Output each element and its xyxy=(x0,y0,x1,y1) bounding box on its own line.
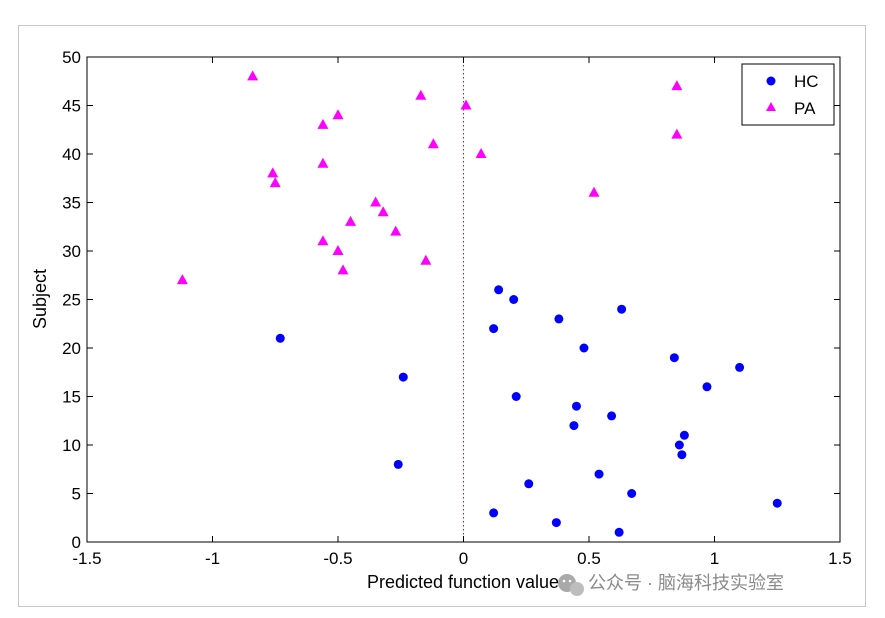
data-point-hc xyxy=(489,324,499,334)
legend-hc-marker xyxy=(766,76,776,86)
x-tick-label: -1 xyxy=(205,549,220,568)
data-point-pa xyxy=(337,264,349,275)
data-point-pa xyxy=(588,186,600,197)
y-tick-label: 50 xyxy=(62,48,81,67)
data-point-hc xyxy=(509,295,519,304)
x-tick-label: 0 xyxy=(459,549,468,568)
y-tick-label: 45 xyxy=(62,97,81,116)
y-axis-label: Subject xyxy=(30,269,50,329)
data-point-pa xyxy=(317,157,329,168)
data-point-hc xyxy=(489,508,499,518)
legend-pa-label: PA xyxy=(794,99,816,118)
data-point-hc xyxy=(735,362,745,372)
data-point-pa xyxy=(377,206,389,217)
data-point-pa xyxy=(427,138,439,149)
y-tick-label: 15 xyxy=(62,388,81,407)
y-tick-label: 30 xyxy=(62,242,81,261)
data-point-hc xyxy=(674,440,684,450)
x-tick-label: 1 xyxy=(710,549,719,568)
data-point-pa xyxy=(317,235,329,246)
data-point-hc xyxy=(614,527,624,537)
data-point-hc xyxy=(511,392,521,401)
x-tick-label: -1.5 xyxy=(72,549,101,568)
y-tick-label: 20 xyxy=(62,339,81,358)
y-tick-label: 35 xyxy=(62,194,81,213)
axis-ticks: -1.5 -1 -0.5 0 0.5 1 1.5 0 5 10 15 20 25 30 35 40 45 50 xyxy=(62,48,852,568)
y-tick-label: 0 xyxy=(72,533,81,552)
data-point-hc xyxy=(524,479,534,489)
data-point-pa xyxy=(671,128,683,139)
data-point-hc xyxy=(494,285,504,295)
legend: HC PA xyxy=(741,63,835,126)
x-tick-label: -0.5 xyxy=(323,549,352,568)
x-tick-label: 1.5 xyxy=(828,549,852,568)
data-point-pa xyxy=(420,254,432,265)
data-point-pa xyxy=(460,99,472,110)
data-point-hc xyxy=(275,333,285,343)
data-point-pa xyxy=(317,118,329,129)
data-point-hc xyxy=(702,382,712,392)
y-tick-label: 5 xyxy=(72,485,81,504)
legend-pa-marker xyxy=(766,102,776,111)
data-point-pa xyxy=(247,70,259,81)
data-point-hc xyxy=(398,372,408,382)
data-point-pa xyxy=(269,177,281,188)
legend-box xyxy=(741,63,835,126)
data-point-hc xyxy=(679,430,689,440)
data-point-pa xyxy=(267,167,279,178)
data-point-hc xyxy=(617,304,627,314)
y-tick-label: 40 xyxy=(62,145,81,164)
data-point-hc xyxy=(551,518,561,528)
x-axis-label: Predicted function value xyxy=(367,572,559,592)
data-point-hc xyxy=(393,459,403,469)
data-point-pa xyxy=(390,225,402,236)
data-point-pa xyxy=(370,196,382,207)
data-point-hc xyxy=(571,401,581,411)
y-tick-label: 25 xyxy=(62,291,81,310)
data-point-pa xyxy=(176,274,188,285)
data-point-hc xyxy=(669,353,679,363)
watermark-text: 公众号 · 脑海科技实验室 xyxy=(588,573,784,593)
data-point-hc xyxy=(594,469,604,479)
wechat-icon xyxy=(558,574,584,596)
data-point-hc xyxy=(772,498,782,508)
data-point-pa xyxy=(332,245,344,255)
data-points xyxy=(176,70,782,537)
data-point-hc xyxy=(627,489,637,498)
y-tick-label: 10 xyxy=(62,436,81,455)
watermark: 公众号 · 脑海科技实验室 xyxy=(558,573,784,596)
data-point-hc xyxy=(579,343,589,353)
data-point-pa xyxy=(415,89,427,100)
data-point-pa xyxy=(345,215,357,226)
data-point-pa xyxy=(671,80,683,91)
data-point-hc xyxy=(569,421,579,431)
data-point-pa xyxy=(475,148,487,158)
x-tick-label: 0.5 xyxy=(577,549,601,568)
data-point-hc xyxy=(677,450,687,460)
data-point-pa xyxy=(332,109,344,120)
data-point-hc xyxy=(554,314,564,324)
data-point-hc xyxy=(607,411,617,421)
legend-hc-label: HC xyxy=(794,72,819,91)
